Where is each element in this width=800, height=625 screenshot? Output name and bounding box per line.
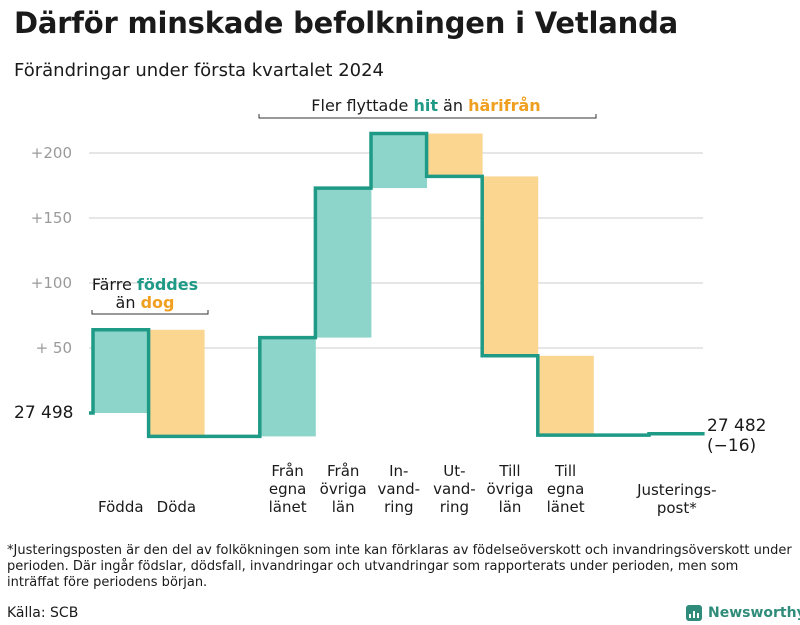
waterfall-bar (315, 188, 372, 338)
y-tick-label: + 50 (36, 339, 72, 357)
annotation-text: Fler flyttade hit än härifrån (311, 96, 540, 115)
annotation-text: Färre föddes (92, 275, 198, 294)
y-tick-label: +150 (31, 209, 72, 227)
category-label: Till övriga län (486, 462, 533, 516)
brand-name: Newsworthy (708, 605, 800, 621)
cumulative-step-line (89, 131, 705, 439)
bar-chart-logo-icon (686, 605, 702, 621)
waterfall-bar (93, 329, 149, 413)
footnote: *Justeringsposten är den del av folkökni… (7, 543, 792, 590)
chart-title: Därför minskade befolkningen i Vetlanda (14, 6, 679, 40)
category-label: Ut-vand-ring (433, 462, 476, 516)
y-tick-label: +100 (31, 274, 72, 292)
end-value-label: 27 482 (707, 416, 766, 436)
annotation-text: än dog (116, 293, 175, 312)
start-value-label: 27 498 (14, 403, 73, 423)
waterfall-bar (148, 329, 205, 437)
waterfall-bar (482, 176, 539, 356)
waterfall-bar (537, 355, 594, 436)
source-note: Källa: SCB (7, 605, 79, 621)
y-tick-label: +200 (31, 144, 72, 162)
waterfall-bar (371, 133, 427, 189)
chart-subtitle: Förändringar under första kvartalet 2024 (14, 60, 385, 81)
category-label: Justerings-post* (636, 481, 716, 517)
category-label: In-vand-ring (378, 462, 421, 516)
waterfall-bar (259, 337, 316, 437)
annotation-bracket (91, 310, 209, 315)
category-label: Från övriga län (320, 462, 367, 516)
waterfall-bar (426, 133, 483, 177)
annotation-bracket (258, 114, 597, 119)
category-label: Födda (98, 498, 144, 516)
category-label: Döda (157, 498, 196, 516)
category-label: Till egna länet (547, 462, 585, 516)
category-label: Från egna länet (269, 462, 307, 516)
brand: Newsworthy (686, 604, 800, 622)
end-change-label: (−16) (707, 436, 756, 456)
